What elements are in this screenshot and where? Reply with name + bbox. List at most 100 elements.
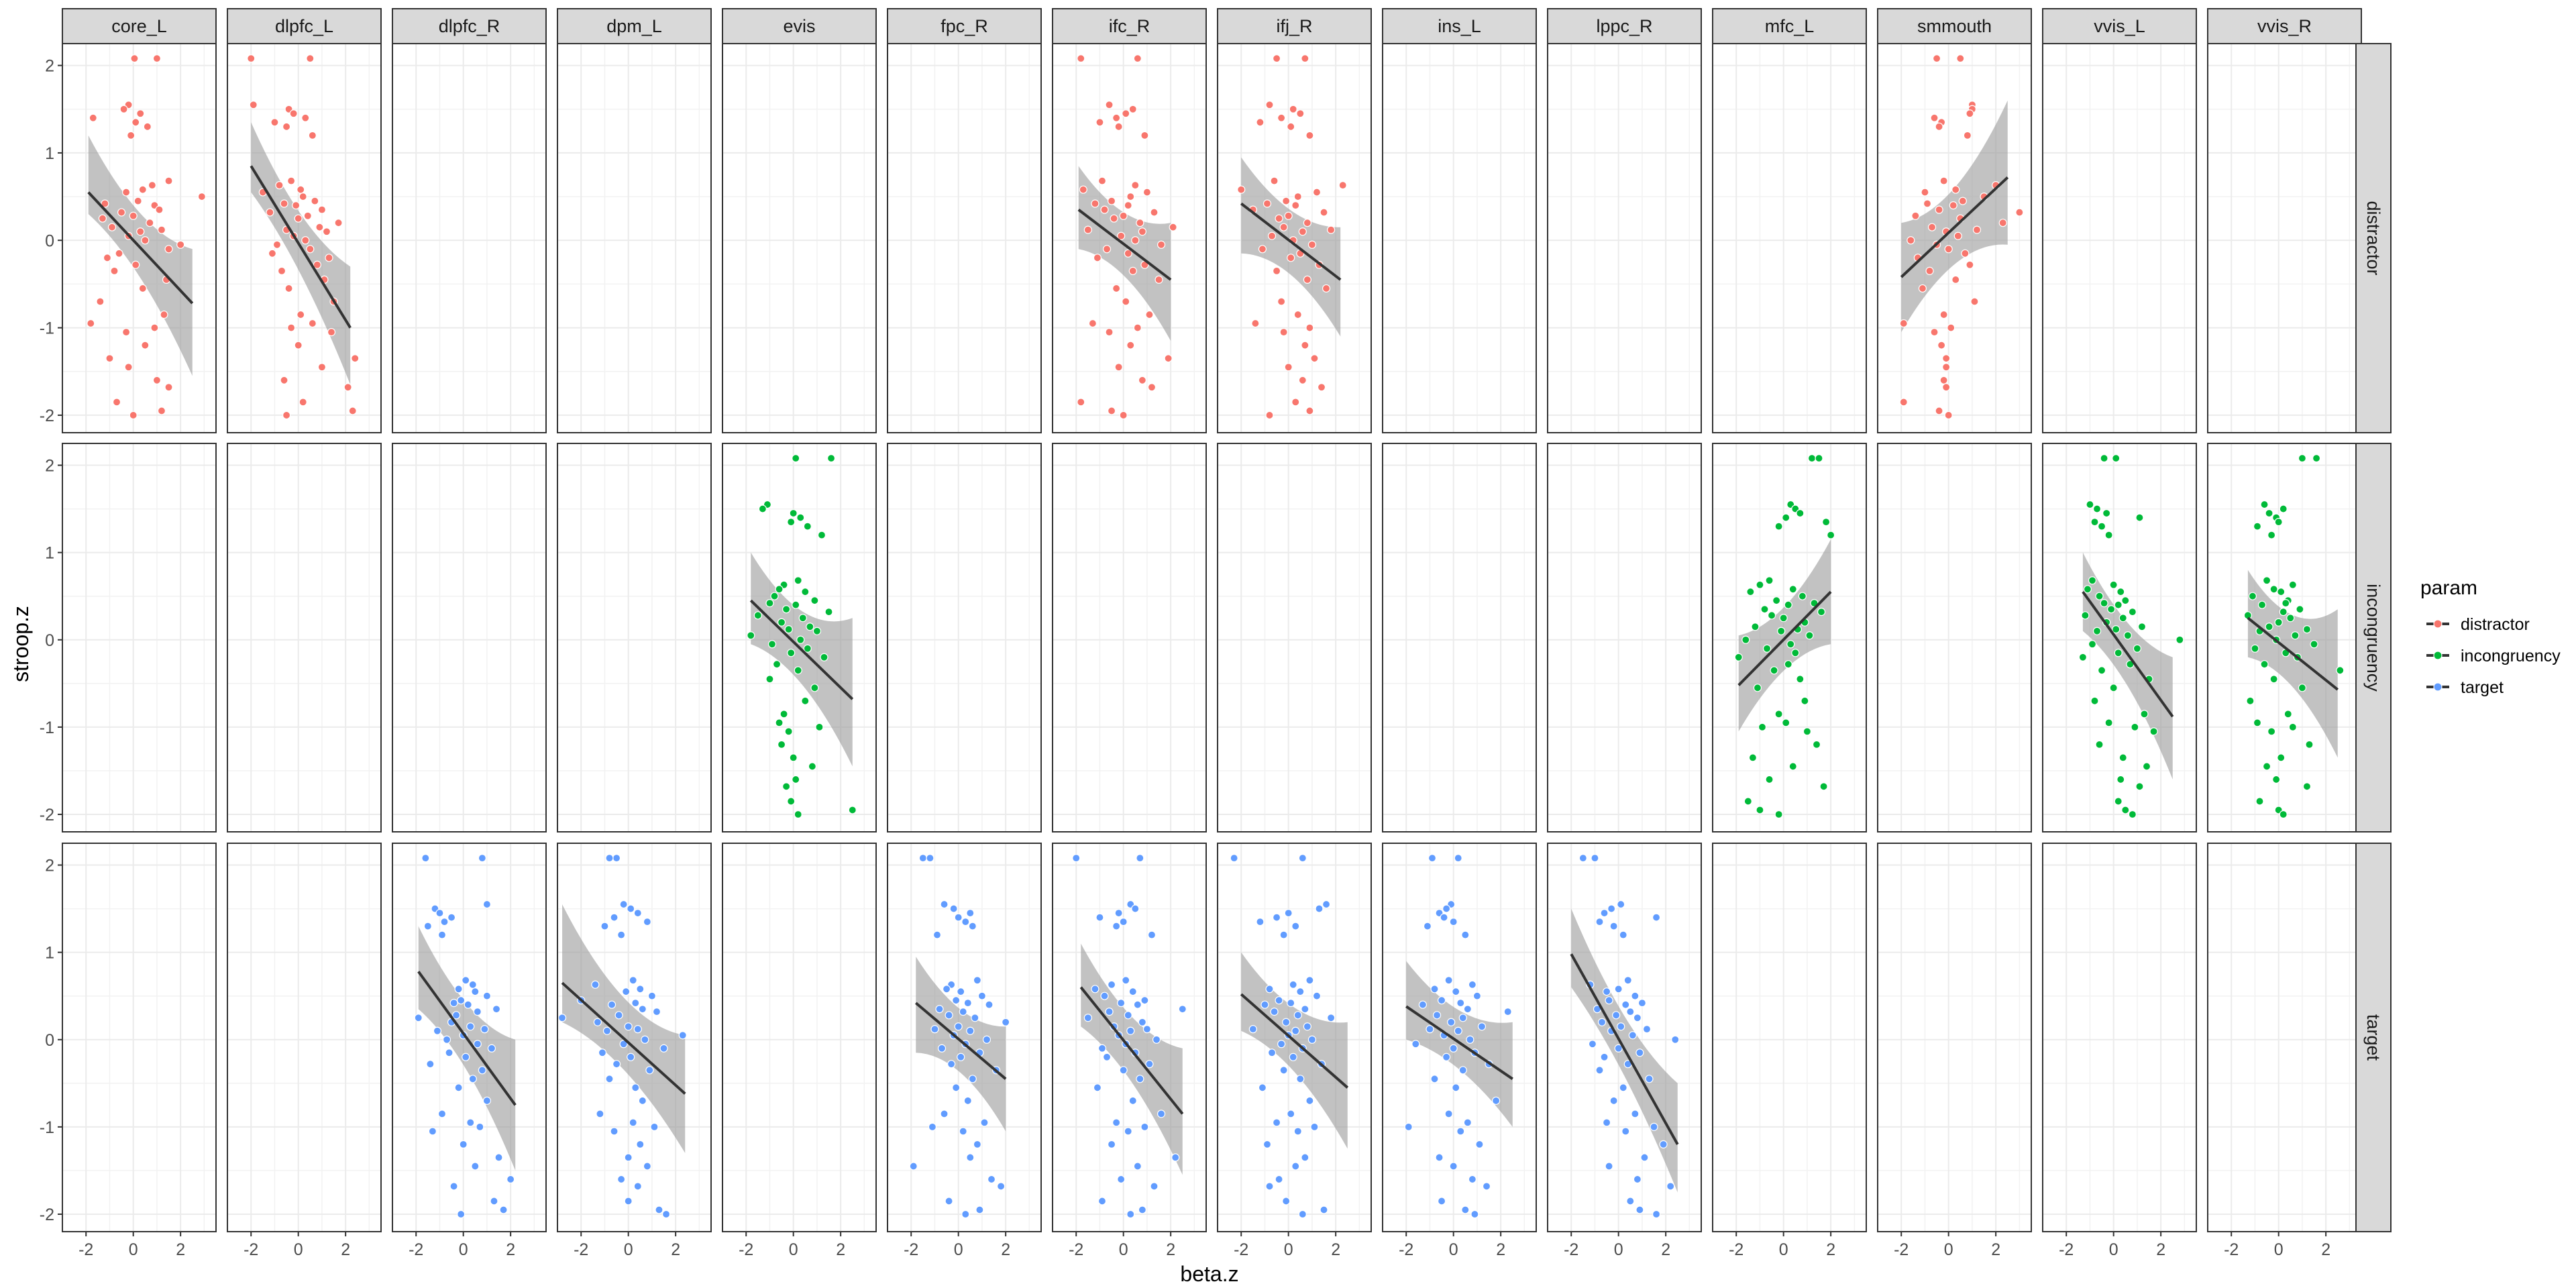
x-tick-label: 2 [1826,1240,1835,1259]
data-point [301,113,310,122]
data-point [1449,1162,1458,1171]
data-point [1963,131,1972,140]
data-point [1614,1044,1623,1053]
data-point [824,608,833,616]
panel-distractor-dlpfc_R [392,44,546,433]
data-point [770,592,779,600]
data-point [282,122,291,131]
data-point [1827,531,1835,539]
data-point [1291,398,1300,407]
data-point [2142,762,2151,771]
data-point [1140,131,1149,140]
data-point [1626,1197,1635,1205]
data-point [1275,996,1283,1005]
panel-border [887,443,1042,833]
data-point [1784,600,1792,609]
data-point [1293,1127,1302,1136]
data-point [1258,1083,1267,1092]
panel-border [62,843,217,1232]
data-point [643,1162,651,1171]
data-point [1301,1005,1309,1014]
data-point [1110,214,1118,223]
data-point [636,1140,645,1148]
fit-line [1240,202,1342,281]
col-strip-vvis_R: vvis_R [2207,8,2362,44]
data-point [1114,122,1123,131]
data-point [1466,1035,1474,1044]
data-point [1600,1053,1609,1061]
data-point [1477,1022,1487,1031]
data-point [1279,1066,1288,1075]
data-point [1147,930,1157,939]
data-point [801,588,810,596]
axes-layer: -2 -1 0 1 2 -2 -1 0 1 2 -2 -1 0 1 2 -2 0 2 -2 0 2 -2 0 2 -2 0 2 -2 0… [40,57,2330,1259]
data-point [966,1153,975,1162]
data-point [297,185,305,194]
data-point [1621,1000,1630,1009]
data-point [1289,105,1297,113]
data-point [1652,913,1661,922]
col-strip-dlpfc_L: dlpfc_L [227,8,382,44]
data-point [607,1000,616,1009]
data-point [164,176,173,185]
data-point [1105,1008,1114,1016]
data-point [1503,1008,1512,1016]
strip-background [722,8,877,44]
x-tick-label: 2 [1166,1240,1175,1259]
x-tick-label: 2 [1331,1240,1340,1259]
data-point [1927,223,1937,231]
data-point [119,105,128,113]
x-axis-fpc_R: -2 0 2 [904,1232,1010,1259]
data-point [1291,1162,1300,1171]
legend: param distractor incongruency target [2420,577,2561,697]
data-point [1100,205,1109,214]
data-point [2288,722,2297,731]
data-point [1128,105,1137,113]
data-point [678,1031,687,1040]
data-point [954,913,963,922]
data-point [2118,614,2127,623]
data-point [311,197,319,205]
data-point [1305,1096,1314,1105]
x-tick-label: 0 [1614,1240,1623,1259]
data-point [1277,113,1286,122]
data-point [1091,985,1099,994]
data-point [2312,454,2321,463]
col-strip-label: fpc_R [941,16,988,36]
data-point [952,996,961,1005]
confidence-ribbon [562,904,686,1153]
legend-label: target [2461,678,2504,697]
data-point [1275,1175,1283,1184]
strip-background [392,8,547,44]
panel-data-distractor-ifc_R [1077,54,1177,420]
panel-border [722,443,877,833]
data-point [454,985,463,994]
data-point [282,411,291,420]
panel-border [1877,843,2032,1232]
data-point [1591,854,1599,863]
x-axis-vvis_L: -2 0 2 [2059,1232,2165,1259]
data-point [1272,1118,1281,1127]
data-point [2109,580,2118,589]
panel-data-target-ins_L [1404,854,1513,1219]
data-point [1760,605,1769,614]
data-point [275,181,284,190]
panel-background [2208,843,2361,1232]
x-axis-smmouth: -2 0 2 [1894,1232,2000,1259]
y-axis-title: stroop.z [9,606,33,682]
data-point [1097,1044,1107,1053]
data-point [1124,1011,1132,1020]
data-point [1423,922,1432,930]
data-point [1301,341,1309,350]
data-point [2302,782,2312,791]
data-point [2260,660,2269,669]
data-point [1812,740,1821,749]
data-point [1645,1075,1654,1083]
panel-incongruency-ifc_R [1052,443,1206,832]
data-point [1633,1175,1642,1184]
data-point [1404,1122,1413,1131]
x-tick-label: 0 [954,1240,963,1259]
panel-target-core_L [62,843,216,1232]
x-tick-label: -2 [78,1240,93,1259]
strip-background [887,8,1042,44]
